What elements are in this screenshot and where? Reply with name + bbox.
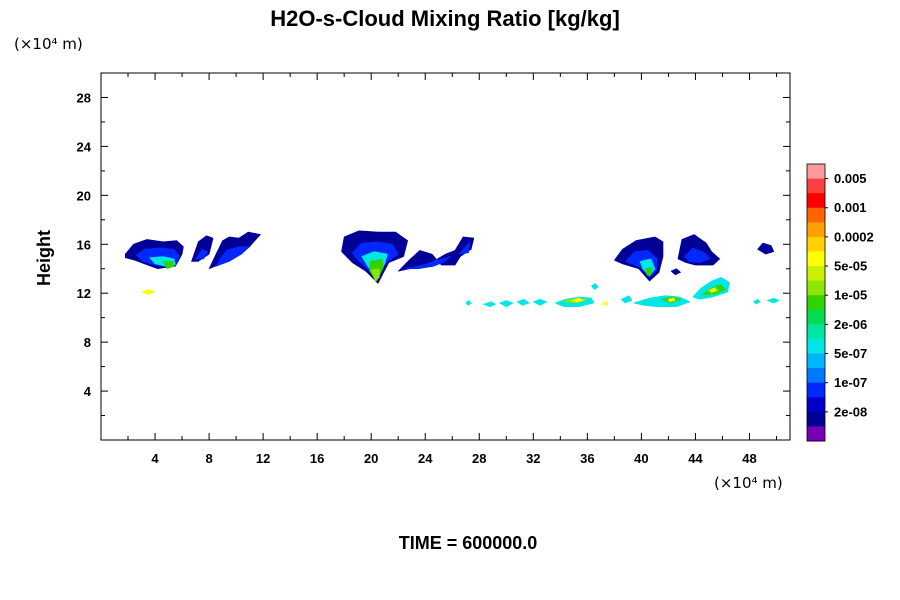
cloud-region-32 — [668, 297, 676, 303]
cloud-region-4 — [162, 261, 175, 270]
cloud-region-9 — [141, 289, 156, 295]
cloud-region-30 — [632, 295, 691, 308]
colorbar-swatch — [807, 251, 825, 267]
cloud-region-45 — [766, 297, 780, 304]
cloud-region-43 — [465, 300, 472, 306]
colorbar-swatch — [807, 266, 825, 282]
cloud-region-38 — [591, 283, 599, 290]
y-axis-unit: (×10⁴ m) — [14, 35, 83, 53]
y-tick-label: 4 — [84, 384, 92, 399]
colorbar-label: 2e-08 — [834, 404, 867, 419]
chart-title: H2O-s-Cloud Mixing Ratio [kg/kg] — [270, 6, 620, 31]
colorbar-swatch — [807, 207, 825, 223]
colorbar-swatch — [807, 397, 825, 413]
axis-ticks — [101, 73, 790, 440]
colorbar-label: 5e-05 — [834, 259, 867, 274]
colorbar-swatch — [807, 382, 825, 398]
colorbar-frame — [806, 163, 826, 442]
colorbar-swatch — [807, 193, 825, 209]
y-tick-labels: 4 8 12 16 20 24 28 — [77, 90, 92, 399]
plot-frame — [100, 72, 791, 441]
x-tick-label: 16 — [310, 451, 324, 466]
cloud-region-25 — [670, 268, 681, 276]
cloud-region-15 — [397, 236, 475, 272]
y-axis-label: Height — [34, 230, 54, 286]
cloud-region-44 — [753, 298, 761, 305]
x-tick-label: 8 — [205, 451, 212, 466]
cloud-region-40 — [516, 298, 530, 306]
colorbar-swatch — [807, 324, 825, 340]
x-tick-label: 4 — [151, 451, 159, 466]
plot-area — [125, 230, 780, 308]
x-tick-label: 36 — [580, 451, 594, 466]
y-tick-label: 24 — [77, 139, 92, 154]
colorbar-swatch — [807, 222, 825, 238]
colorbar-swatch — [807, 426, 825, 442]
colorbar-swatch — [807, 236, 825, 252]
cloud-region-14 — [370, 268, 380, 282]
x-tick-labels: 4 8 12 16 20 24 28 32 36 40 44 48 — [151, 451, 756, 466]
x-axis-unit: (×10⁴ m) — [714, 474, 783, 492]
colorbar-swatch — [807, 368, 825, 384]
cloud-region-33 — [620, 295, 633, 304]
colorbar-label: 1e-05 — [834, 288, 867, 303]
cloud-region-21 — [645, 267, 653, 276]
y-tick-label: 16 — [77, 237, 91, 252]
colorbar-swatch — [807, 309, 825, 325]
colorbar-swatch — [807, 353, 825, 369]
x-tick-label: 20 — [364, 451, 378, 466]
cloud-region-29 — [709, 287, 717, 293]
colorbar-swatch — [807, 280, 825, 296]
cloud-region-42 — [482, 301, 496, 308]
cloud-region-24 — [757, 242, 775, 255]
x-tick-label: 40 — [634, 451, 648, 466]
colorbar-swatch — [807, 164, 825, 180]
cloud-region-5 — [191, 235, 214, 262]
cloud-region-39 — [532, 298, 548, 306]
x-tick-label: 44 — [688, 451, 703, 466]
colorbar-label: 2e-06 — [834, 317, 867, 332]
colorbar-label: 1e-07 — [834, 375, 867, 390]
colorbar-swatch — [807, 338, 825, 355]
y-tick-label: 28 — [77, 90, 91, 105]
cloud-region-37 — [570, 297, 584, 303]
y-tick-label: 8 — [84, 335, 91, 350]
cloud-region-41 — [499, 300, 514, 308]
y-tick-label: 20 — [77, 188, 91, 203]
x-tick-label: 24 — [418, 451, 433, 466]
x-tick-label: 48 — [742, 451, 756, 466]
colorbar-label: 0.001 — [834, 200, 867, 215]
colorbar-swatch — [807, 295, 825, 311]
colorbar-swatch — [807, 178, 825, 194]
colorbar: 0.005 0.001 0.0002 5e-05 1e-05 2e-06 5e-07 1e-0… — [806, 163, 874, 442]
x-tick-label: 28 — [472, 451, 486, 466]
x-tick-label: 32 — [526, 451, 540, 466]
cloud-region-8 — [215, 246, 250, 267]
cloud-region-17 — [458, 241, 471, 255]
cloud-region-34 — [601, 301, 608, 306]
y-tick-label: 12 — [77, 286, 91, 301]
time-footer: TIME = 600000.0 — [399, 533, 538, 553]
colorbar-label: 0.005 — [834, 171, 867, 186]
cloud-region-6 — [195, 248, 208, 260]
colorbar-swatch — [807, 411, 825, 427]
cloud-region-23 — [684, 247, 711, 263]
cloud-region-16 — [405, 256, 452, 270]
colorbar-label: 0.0002 — [834, 229, 874, 244]
x-tick-label: 12 — [256, 451, 270, 466]
colorbar-label: 5e-07 — [834, 346, 867, 361]
